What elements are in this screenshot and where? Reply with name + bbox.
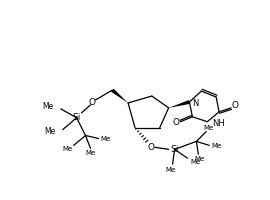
Polygon shape [111, 89, 128, 103]
Text: Me: Me [194, 156, 204, 162]
Text: Me: Me [190, 159, 201, 165]
Text: NH: NH [212, 119, 225, 128]
Text: Me: Me [100, 136, 110, 142]
Text: Me: Me [45, 127, 56, 136]
Text: Me: Me [166, 167, 176, 173]
Text: Me: Me [43, 102, 54, 111]
Text: Me: Me [63, 146, 73, 152]
Text: Si: Si [72, 113, 81, 122]
Text: Me: Me [85, 150, 96, 156]
Text: O: O [89, 98, 96, 107]
Text: Si: Si [170, 145, 179, 154]
Text: O: O [172, 118, 179, 127]
Polygon shape [169, 100, 190, 108]
Text: Me: Me [203, 125, 213, 131]
Text: Me: Me [211, 143, 221, 149]
Text: O: O [231, 101, 238, 110]
Text: N: N [193, 99, 199, 108]
Text: O: O [147, 143, 154, 152]
